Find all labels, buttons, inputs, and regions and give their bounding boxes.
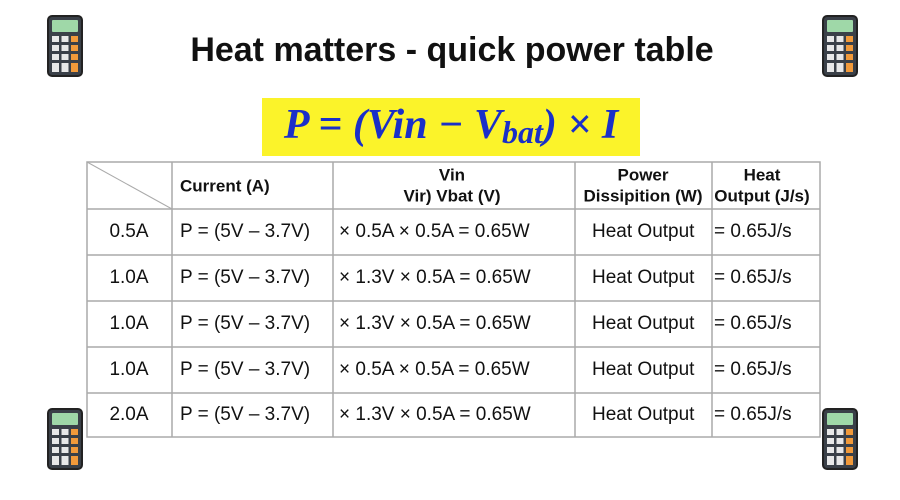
column-header: Vin — [439, 165, 465, 184]
column-header: Heat — [744, 165, 781, 184]
table-cell: 1.0A — [109, 359, 148, 380]
table-cell: × 1.3V × 0.5A = 0.65W — [339, 313, 531, 334]
table-cell: P = (5V – 3.7V) — [180, 359, 310, 380]
table-cell: = 0.65J/s — [714, 404, 792, 425]
table-cell: = 0.65J/s — [714, 267, 792, 288]
table-cell: P = (5V – 3.7V) — [180, 313, 310, 334]
table-cell: Heat Output — [592, 267, 695, 288]
formula-subscript: bat — [502, 114, 544, 150]
column-header: Power — [617, 165, 668, 184]
table-cell: = 0.65J/s — [714, 313, 792, 334]
formula: P = (Vin − Vbat) × I — [283, 102, 620, 151]
table: Current (A) Vin Vir) Vbat (V) Power Dissipit… — [86, 161, 821, 438]
diagonal — [86, 161, 173, 210]
formula-main: P = (Vin − V — [283, 102, 505, 148]
column-header: Output (J/s) — [714, 186, 809, 205]
table-cell: = 0.65J/s — [714, 359, 792, 380]
formula-tail: ) × I — [539, 102, 620, 148]
title: Heat matters - quick power table — [190, 31, 713, 69]
table-border — [86, 161, 821, 438]
table-cell: 2.0A — [109, 404, 148, 425]
calculator-icon — [822, 408, 858, 470]
table-cell: Heat Output — [592, 313, 695, 334]
table-cell: 0.5A — [109, 221, 148, 242]
table-cell: 1.0A — [109, 313, 148, 334]
table-cell: = 0.65J/s — [714, 221, 792, 242]
table-cell: 1.0A — [109, 267, 148, 288]
table-cell: Heat Output — [592, 359, 695, 380]
table-cell: Heat Output — [592, 404, 695, 425]
column-header: Dissipition (W) — [584, 186, 703, 205]
calculator-icon — [47, 15, 83, 77]
table-cell: × 1.3V × 0.5A = 0.65W — [339, 267, 531, 288]
table-cell: P = (5V – 3.7V) — [180, 221, 310, 242]
table-cell: × 0.5A × 0.5A = 0.65W — [339, 359, 530, 380]
table-cell: × 1.3V × 0.5A = 0.65W — [339, 404, 531, 425]
formula-highlight — [262, 98, 640, 156]
column-header: Current (A) — [180, 176, 270, 195]
table-cell: P = (5V – 3.7V) — [180, 267, 310, 288]
table-cell: Heat Output — [592, 221, 695, 242]
column-header: Vir) Vbat (V) — [404, 186, 501, 205]
calculator-icon — [822, 15, 858, 77]
table-cell: P = (5V – 3.7V) — [180, 404, 310, 425]
calculator-icon — [47, 408, 83, 470]
table-cell: × 0.5A × 0.5A = 0.65W — [339, 221, 530, 242]
